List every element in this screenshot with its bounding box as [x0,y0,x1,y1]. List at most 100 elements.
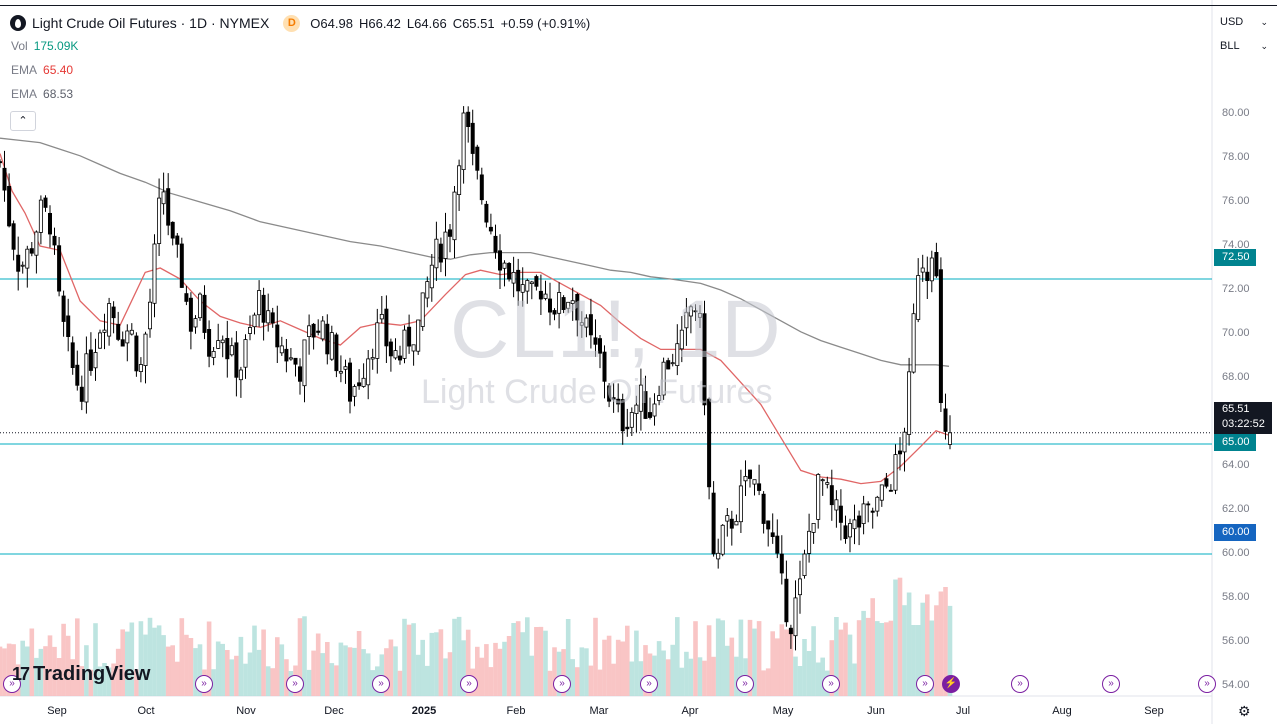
volume-bar [156,625,162,696]
arrow-right-circle-icon[interactable]: » [1198,675,1216,693]
candle-down [120,339,125,347]
volume-bar [606,635,612,696]
time-tick-label: Sep [47,705,67,717]
tradingview-logo[interactable]: 17 TradingView [12,663,151,685]
candle-down [7,185,12,227]
candle-up [543,293,548,299]
price-tick-label: 62.00 [1222,503,1250,515]
candle-down [934,251,939,277]
candle-up [243,339,248,368]
volume-bar [493,642,498,696]
volume-bar [865,617,871,696]
time-tick-label: Jun [867,705,885,717]
candle-up [266,310,271,324]
close-value: C65.51 [452,15,495,31]
volume-bar [238,636,244,696]
volume-bar [852,663,857,696]
candle-up [734,521,739,526]
arrow-right-circle-icon[interactable]: » [736,675,754,693]
candle-down [616,398,621,405]
candle-up [343,366,348,370]
candle-down [729,518,734,529]
volume-bar [79,666,85,696]
gear-icon[interactable]: ⚙ [1238,703,1251,719]
candle-up [25,248,30,269]
volume-bar [225,650,230,696]
candle-down [711,492,716,555]
current-price-value: 65.51 [1222,403,1250,415]
arrow-right-circle-icon[interactable]: » [195,675,213,693]
arrow-right-circle-icon[interactable]: » [372,675,390,693]
candle-down [829,485,834,506]
candle-down [384,308,389,347]
candle-down [297,366,302,382]
candle-down [770,532,775,537]
candle-up [329,332,334,360]
arrow-right-circle-icon[interactable]: » [1011,675,1029,693]
volume-bar [911,625,916,696]
candle-up [361,377,366,387]
volume-bar [752,628,757,696]
arrow-right-circle-icon[interactable]: » [286,675,304,693]
candle-up [211,350,216,358]
arrow-right-circle-icon[interactable]: » [916,675,934,693]
collapse-legend-button[interactable]: ⌃ [10,111,36,131]
price-tick-label: 54.00 [1222,679,1250,691]
candle-up [738,485,743,523]
ema-slow-indicator[interactable]: EMA 68.53 [11,87,74,101]
candle-down [925,271,930,282]
volume-bar [388,639,394,696]
arrow-right-circle-icon[interactable]: » [3,675,21,693]
volume-bar [806,651,812,696]
volume-bar [434,632,439,696]
volume-bar [856,620,862,696]
volume-bar [456,616,462,696]
currency-select[interactable]: USD ⌄ [1214,11,1272,33]
arrow-right-circle-icon[interactable]: » [553,675,571,693]
volume-bar [93,623,98,696]
arrow-right-circle-icon[interactable]: » [822,675,840,693]
volume-bar [893,579,898,696]
candle-down [184,293,189,302]
price-tick-label: 68.00 [1222,371,1250,383]
level-label-60[interactable]: 60.00 [1214,524,1256,541]
current-price-label: 65.51 03:22:52 [1214,402,1272,434]
ema-fast-value: 65.40 [43,63,74,77]
volume-indicator[interactable]: Vol 175.09K [11,39,79,53]
volume-bar [597,669,603,696]
arrow-right-circle-icon[interactable]: » [640,675,658,693]
candle-up [907,371,912,435]
volume-bar [802,639,807,696]
price-tick-label: 56.00 [1222,635,1250,647]
price-tick-label: 74.00 [1222,239,1250,251]
volume-bar [97,666,103,696]
unit-select[interactable]: BLL ⌄ [1214,35,1272,57]
candle-down [11,223,16,250]
volume-bar [693,621,698,696]
symbol-title[interactable]: Light Crude Oil Futures · 1D · NYMEX [32,15,270,31]
candle-down [234,342,239,378]
volume-bar [897,577,903,696]
ema-fast-indicator[interactable]: EMA 65.40 [11,63,74,77]
arrow-right-circle-icon[interactable]: » [1102,675,1120,693]
volume-bar [765,668,771,696]
level-label-72[interactable]: 72.50 [1214,249,1256,266]
candle-down [838,505,843,523]
time-tick-label: Dec [324,705,344,717]
delay-badge[interactable]: D [283,14,301,32]
level-label-65[interactable]: 65.00 [1214,434,1256,451]
arrow-right-circle-icon[interactable]: » [460,675,478,693]
volume-bar [565,619,571,696]
volume-bar [534,627,539,696]
candle-down [397,355,402,361]
candle-down [693,310,698,313]
volume-bar [861,610,866,696]
candle-up [420,292,425,327]
volume-bar [52,646,57,696]
lightning-icon[interactable]: ⚡ [942,675,960,693]
volume-bar [184,634,189,696]
symbol-header[interactable]: Light Crude Oil Futures · 1D · NYMEX D O… [10,13,590,33]
candle-up [879,484,884,501]
volume-bar [870,598,875,696]
